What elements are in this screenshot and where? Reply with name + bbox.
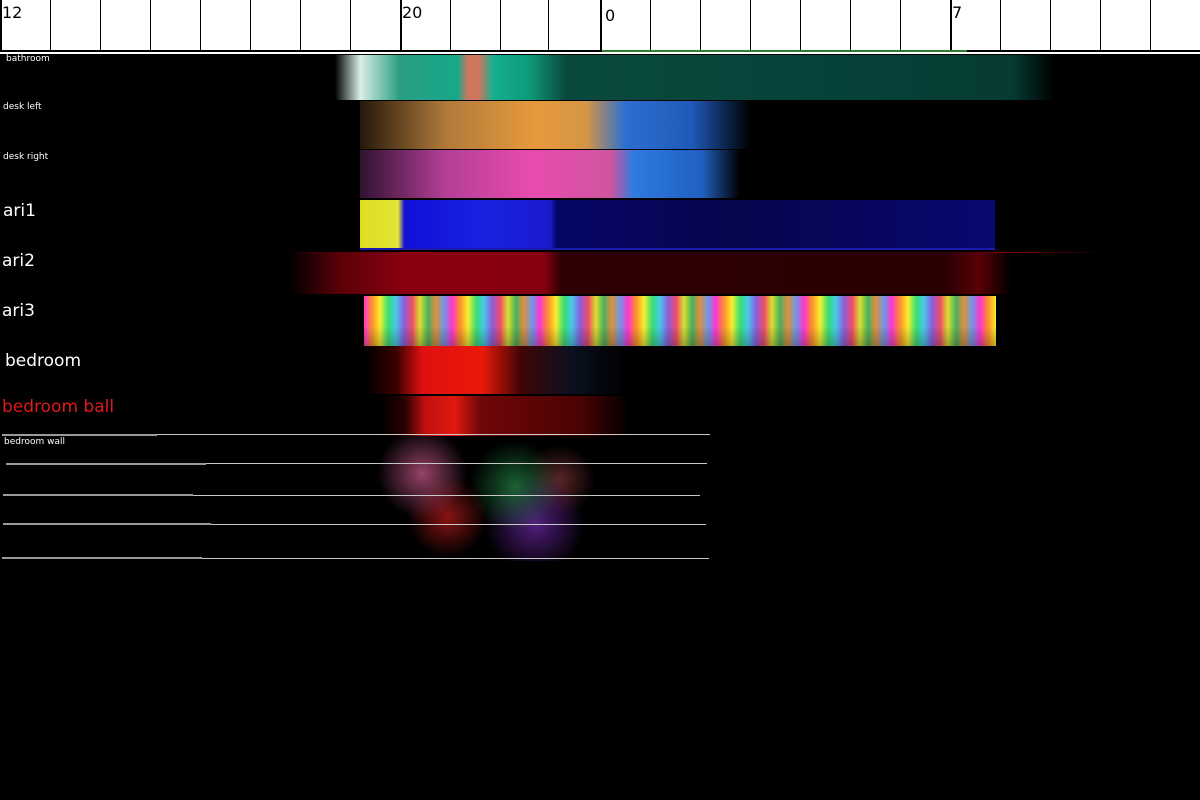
automation-curve[interactable]	[2, 434, 157, 436]
automation-curve[interactable]	[211, 524, 706, 525]
automation-curve[interactable]	[206, 463, 707, 464]
ruler-tick	[500, 0, 501, 50]
clip-desk-left[interactable]	[360, 101, 750, 149]
ruler-divider	[0, 52, 1200, 54]
automation-curve[interactable]	[3, 523, 211, 525]
automation-curve[interactable]	[2, 557, 202, 559]
automation-curve[interactable]	[3, 494, 193, 496]
clip-bedroom[interactable]	[365, 346, 625, 394]
track-label-bathroom[interactable]: bathroom	[6, 54, 50, 64]
clip-ari2[interactable]	[290, 252, 1110, 294]
clip-bedroom-wall[interactable]	[360, 436, 610, 561]
timeline-ruler[interactable]: 12 20 0 7	[0, 0, 1200, 52]
playhead-marker[interactable]	[602, 50, 967, 52]
ruler-label: 7	[952, 3, 963, 22]
clip-bathroom[interactable]	[335, 55, 1055, 100]
ruler-tick	[50, 0, 51, 50]
ruler-tick	[800, 0, 801, 50]
ruler-tick	[1000, 0, 1001, 50]
ruler-tick	[1150, 0, 1151, 50]
track-label-bedroom-wall[interactable]: bedroom wall	[4, 437, 65, 447]
track-label-ari2[interactable]: ari2	[2, 251, 35, 271]
ruler-tick	[450, 0, 451, 50]
ruler-tick	[600, 0, 602, 50]
ruler-tick	[100, 0, 101, 50]
ruler-tick	[1050, 0, 1051, 50]
automation-curve[interactable]	[157, 434, 710, 435]
ruler-tick	[850, 0, 851, 50]
track-label-bedroom[interactable]: bedroom	[5, 351, 82, 371]
clip-desk-right[interactable]	[360, 150, 740, 198]
track-label-ari3[interactable]: ari3	[2, 301, 35, 321]
ruler-tick	[900, 0, 901, 50]
automation-curve[interactable]	[202, 558, 709, 559]
ruler-tick	[650, 0, 651, 50]
ruler-tick	[750, 0, 751, 50]
clip-ari3[interactable]	[364, 296, 996, 346]
ruler-label: 12	[2, 3, 23, 22]
track-label-ari1[interactable]: ari1	[3, 201, 36, 221]
track-label-desk-right[interactable]: desk right	[3, 152, 49, 162]
ruler-tick	[700, 0, 701, 50]
ruler-tick	[0, 0, 2, 50]
ruler-tick	[150, 0, 151, 50]
track-label-desk-left[interactable]: desk left	[3, 102, 42, 112]
automation-curve[interactable]	[6, 463, 206, 465]
ruler-tick	[400, 0, 402, 50]
ruler-tick	[300, 0, 301, 50]
ruler-tick	[350, 0, 351, 50]
ruler-label: 20	[402, 3, 423, 22]
track-label-bedroom-ball[interactable]: bedroom ball	[2, 397, 115, 417]
automation-curve[interactable]	[193, 495, 700, 496]
ruler-label: 0	[605, 6, 616, 25]
clip-bedroom-ball[interactable]	[380, 396, 630, 436]
ruler-tick	[950, 0, 952, 50]
ruler-tick	[200, 0, 201, 50]
ruler-tick	[250, 0, 251, 50]
clip-ari1[interactable]	[360, 200, 995, 250]
ruler-tick	[1100, 0, 1101, 50]
ruler-tick	[548, 0, 549, 50]
